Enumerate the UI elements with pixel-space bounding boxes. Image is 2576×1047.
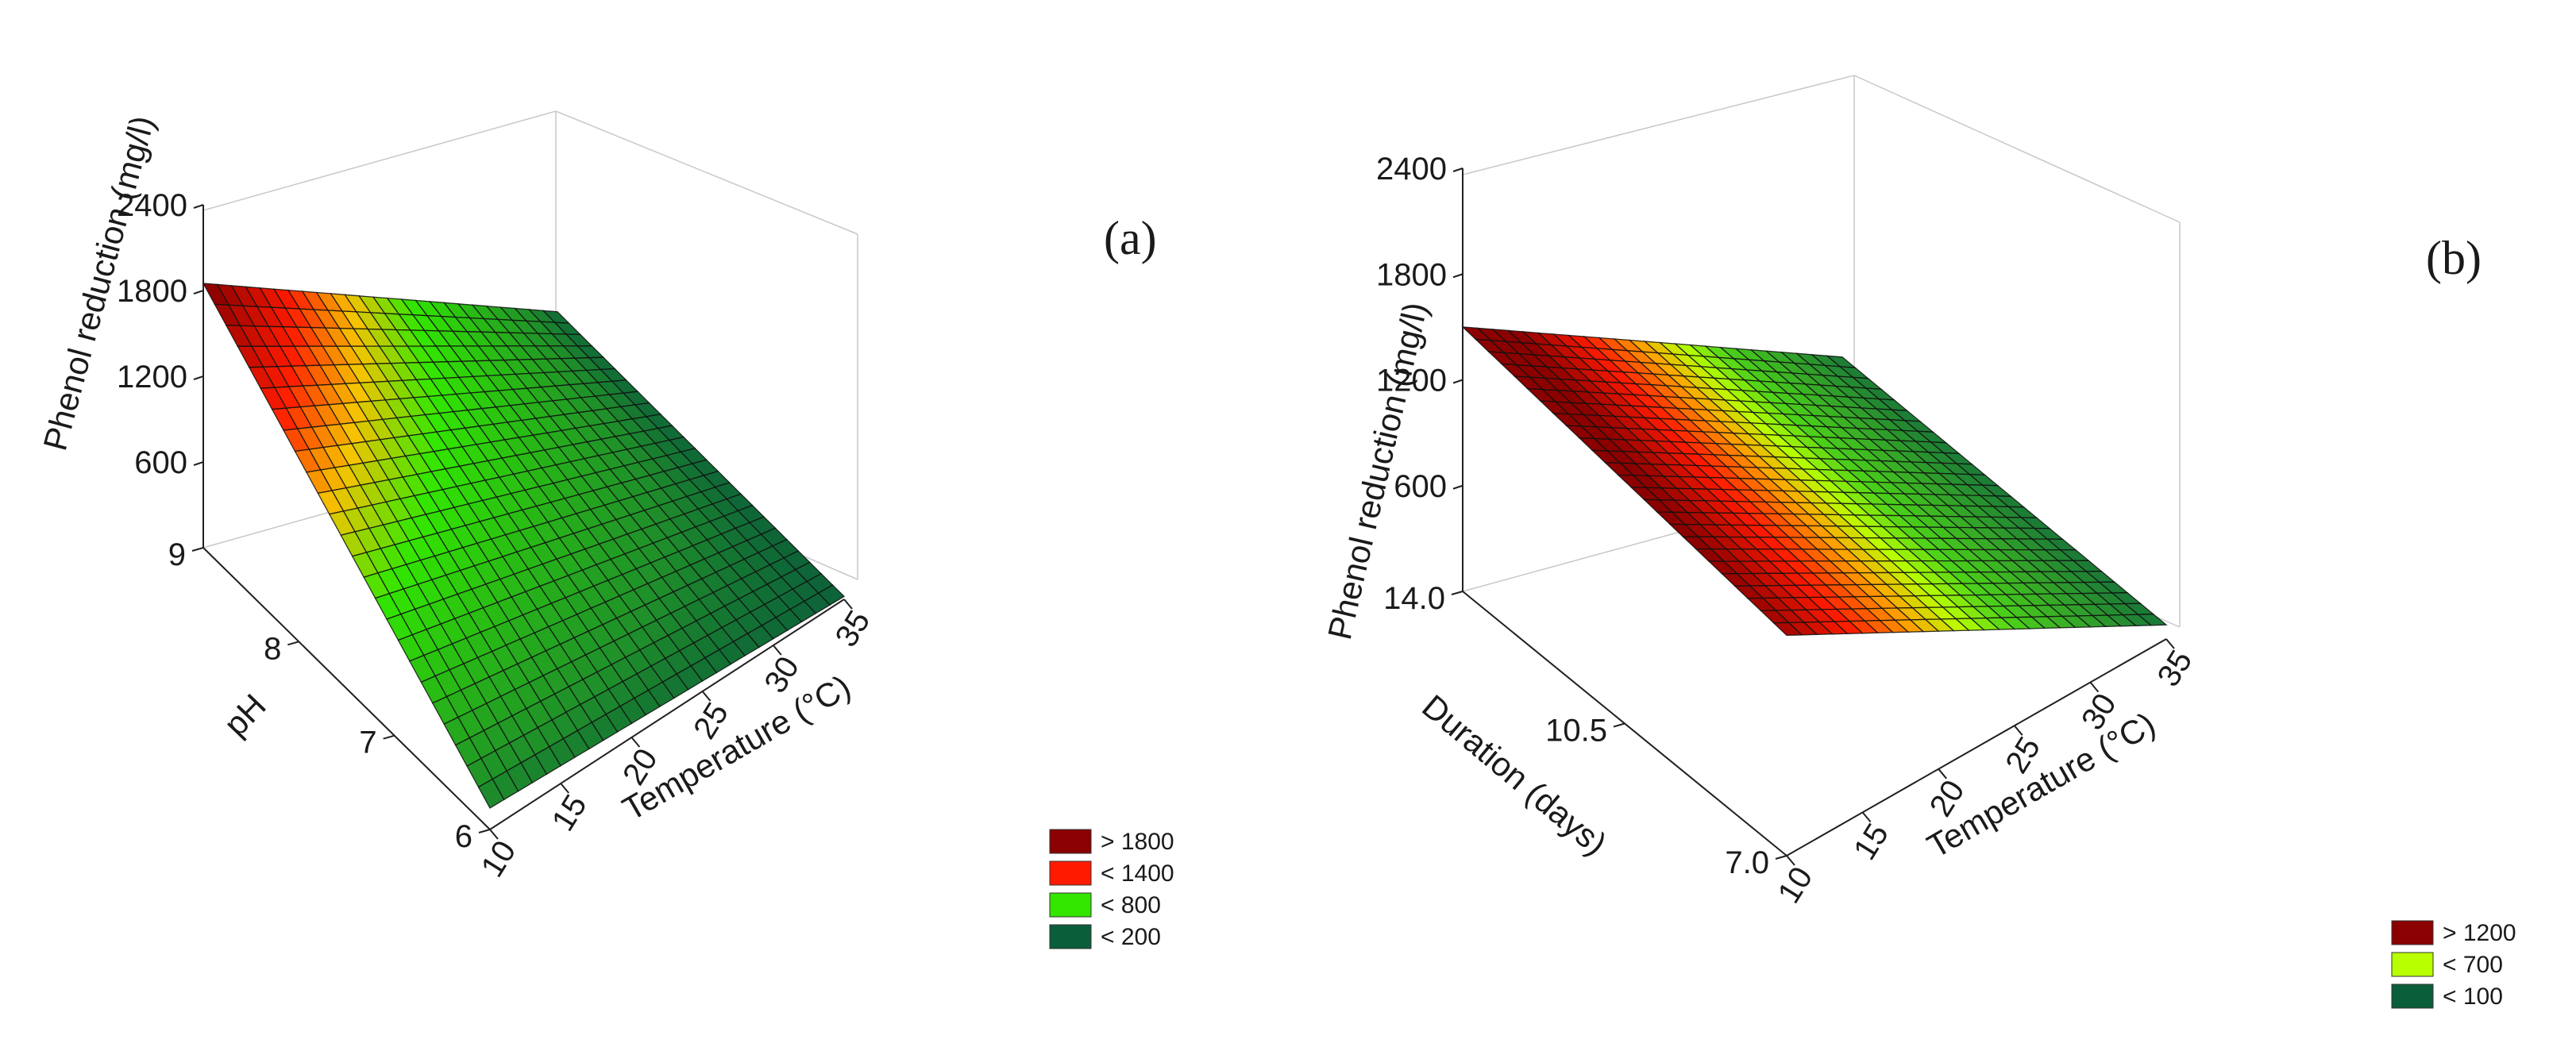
panel-label-b: (b) bbox=[2426, 232, 2482, 284]
y-tick-mark bbox=[1775, 855, 1787, 860]
y-tick-label: 7 bbox=[359, 726, 376, 760]
surface-cell bbox=[2136, 614, 2168, 626]
x-tick-label: 15 bbox=[1847, 818, 1895, 866]
y-tick-mark bbox=[191, 547, 204, 552]
y-tick-label: 9 bbox=[168, 537, 186, 572]
x-tick-label: 35 bbox=[2151, 645, 2200, 693]
y-tick-label: 6 bbox=[455, 819, 472, 854]
z-tick-label: 600 bbox=[134, 445, 187, 480]
x-tick-mark bbox=[2165, 638, 2175, 649]
legend-label: < 700 bbox=[2443, 952, 2503, 978]
y-tick-label: 7.0 bbox=[1725, 845, 1769, 880]
legend-swatch bbox=[1049, 860, 1092, 886]
y-tick-label: 8 bbox=[264, 631, 281, 666]
x-tick-mark bbox=[631, 737, 641, 748]
panel-label-a: (a) bbox=[1104, 212, 1157, 264]
z-tick-label: 1800 bbox=[1376, 257, 1447, 292]
z-tick-mark bbox=[1452, 484, 1463, 490]
x-tick-label: 35 bbox=[829, 605, 877, 653]
x-tick-mark bbox=[1938, 768, 1947, 779]
y-tick-label: 14.0 bbox=[1383, 581, 1445, 616]
legend-label: < 800 bbox=[1101, 892, 1161, 918]
y-tick-mark bbox=[383, 734, 395, 740]
surface-mesh-b bbox=[1461, 326, 2168, 637]
z-tick-mark bbox=[193, 290, 204, 294]
x-tick-mark bbox=[489, 829, 499, 840]
z-tick-mark bbox=[193, 204, 204, 209]
legend-label: > 1200 bbox=[2443, 920, 2516, 946]
legend-a: > 1800 < 1400 < 800 < 200 bbox=[1049, 829, 1174, 950]
x-tick-mark bbox=[2089, 681, 2100, 693]
z-tick-label: 600 bbox=[1394, 469, 1447, 504]
x-tick-label: 10 bbox=[1772, 861, 1820, 910]
y-tick-mark bbox=[478, 829, 491, 833]
x-tick-mark bbox=[1786, 855, 1795, 866]
z-tick-mark bbox=[193, 461, 204, 466]
y-tick-mark bbox=[1613, 722, 1625, 728]
legend-swatch bbox=[1049, 892, 1092, 918]
x-tick-mark bbox=[1861, 811, 1872, 823]
y-tick-mark bbox=[287, 641, 299, 646]
x-tick-label: 10 bbox=[475, 835, 523, 883]
z-tick-mark bbox=[1452, 167, 1463, 172]
z-tick-label: 2400 bbox=[117, 188, 187, 223]
surface-cell bbox=[817, 584, 846, 606]
legend-swatch bbox=[2391, 952, 2434, 977]
z-tick-mark bbox=[1452, 379, 1463, 384]
x-tick-mark bbox=[560, 783, 569, 794]
legend-b: > 1200 < 700 < 100 bbox=[2391, 920, 2516, 1010]
legend-label: < 1400 bbox=[1101, 860, 1174, 887]
z-tick-label: 2400 bbox=[1376, 152, 1447, 187]
legend-swatch bbox=[1049, 829, 1092, 854]
x-tick-mark bbox=[2014, 725, 2023, 736]
legend-label: < 100 bbox=[2443, 983, 2503, 1010]
x-tick-mark bbox=[701, 691, 711, 702]
z-tick-label: 1800 bbox=[117, 274, 187, 309]
z-tick-mark bbox=[1452, 273, 1463, 279]
y-axis-title-a: pH bbox=[217, 687, 273, 743]
legend-label: < 200 bbox=[1101, 924, 1161, 950]
z-tick-mark bbox=[193, 375, 204, 380]
y-tick-label: 10.5 bbox=[1545, 714, 1607, 749]
legend-swatch bbox=[2391, 983, 2434, 1009]
x-tick-mark bbox=[773, 645, 782, 656]
legend-swatch bbox=[1049, 924, 1092, 949]
x-tick-label: 15 bbox=[546, 789, 594, 837]
legend-swatch bbox=[2391, 920, 2434, 945]
y-tick-mark bbox=[1451, 591, 1463, 595]
x-tick-mark bbox=[843, 599, 853, 610]
surface-mesh-a bbox=[202, 283, 846, 809]
legend-label: > 1800 bbox=[1101, 829, 1174, 855]
z-tick-label: 1200 bbox=[1376, 364, 1447, 398]
z-tick-label: 1200 bbox=[117, 360, 187, 395]
